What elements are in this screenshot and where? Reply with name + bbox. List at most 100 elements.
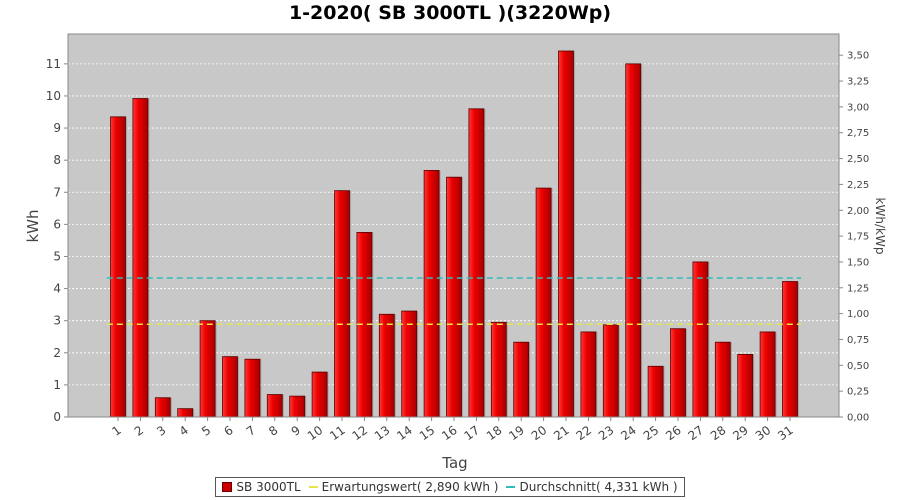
y2-tick-label: 0,25 xyxy=(847,387,869,398)
legend-label-expectation: Erwartungswert( 2,890 kWh ) xyxy=(321,480,499,494)
x-tick-label: 22 xyxy=(574,423,595,443)
x-tick-label: 6 xyxy=(221,423,235,439)
bar xyxy=(244,358,261,418)
y2-tick-label: 1,75 xyxy=(847,232,869,243)
y2-tick-label: 2,00 xyxy=(847,206,869,217)
y2-tick-label: 1,50 xyxy=(847,257,869,268)
y-tick-label: 5 xyxy=(53,249,61,263)
bar xyxy=(490,321,507,418)
x-tick-label: 8 xyxy=(266,423,280,439)
bar xyxy=(289,395,306,418)
x-tick-label: 13 xyxy=(372,423,393,443)
x-tick-label: 30 xyxy=(753,423,774,443)
x-tick-label: 19 xyxy=(506,423,527,443)
bar xyxy=(759,331,776,418)
legend-label-production: SB 3000TL xyxy=(236,480,301,494)
bar xyxy=(311,371,328,418)
bar xyxy=(446,176,462,418)
y2-tick-label: 3,25 xyxy=(847,77,869,88)
y2-tick-label: 2,50 xyxy=(847,154,869,165)
x-tick-label: 29 xyxy=(730,423,751,443)
y2-tick-label: 3,50 xyxy=(847,51,869,62)
y2-tick-label: 0,00 xyxy=(847,413,869,424)
x-tick-label: 7 xyxy=(244,423,258,439)
y-tick-label: 0 xyxy=(53,410,61,424)
y2-tick-label: 0,50 xyxy=(847,361,869,372)
bar xyxy=(737,353,754,418)
bar xyxy=(177,408,194,418)
bar xyxy=(714,341,731,418)
x-tick-label: 27 xyxy=(686,423,707,443)
bar xyxy=(378,313,395,418)
y-tick-label: 6 xyxy=(53,217,61,231)
axes: 012345678910110,000,250,500,751,001,251,… xyxy=(46,34,869,443)
y-tick-label: 3 xyxy=(53,314,61,328)
x-tick-label: 20 xyxy=(529,423,550,443)
legend-swatch-expectation xyxy=(308,486,318,488)
x-tick-label: 9 xyxy=(289,423,303,439)
x-tick-label: 14 xyxy=(394,423,415,443)
reference-lines xyxy=(106,277,802,325)
x-tick-label: 10 xyxy=(305,423,326,443)
bar xyxy=(423,170,440,418)
legend-item-production: SB 3000TL xyxy=(222,480,301,494)
legend: SB 3000TL Erwartungswert( 2,890 kWh ) Du… xyxy=(215,477,685,497)
y2-tick-label: 2,25 xyxy=(847,180,869,191)
y-tick-label: 2 xyxy=(53,346,61,360)
x-tick-label: 26 xyxy=(663,423,684,443)
bar xyxy=(580,331,597,418)
x-tick-label: 23 xyxy=(596,423,617,443)
bar-series xyxy=(110,50,799,418)
x-tick-label: 11 xyxy=(327,423,348,443)
bar xyxy=(558,50,574,418)
x-tick-label: 4 xyxy=(177,423,191,439)
x-tick-label: 1 xyxy=(109,423,123,439)
x-tick-label: 15 xyxy=(417,423,438,443)
bar xyxy=(266,394,283,418)
x-tick-label: 21 xyxy=(551,423,572,443)
y-axis-label: kWh xyxy=(24,209,42,242)
y-tick-label: 11 xyxy=(46,57,61,71)
legend-label-average: Durchschnitt( 4,331 kWh ) xyxy=(519,480,678,494)
bar xyxy=(334,190,350,418)
bar xyxy=(625,63,642,418)
bar xyxy=(670,328,686,418)
x-tick-label: 16 xyxy=(439,423,460,443)
y-tick-label: 10 xyxy=(46,89,61,103)
y2-tick-label: 0,75 xyxy=(847,335,869,346)
y2-tick-label: 2,75 xyxy=(847,128,869,139)
x-tick-label: 2 xyxy=(132,423,146,439)
y2-tick-label: 1,00 xyxy=(847,309,869,320)
bar xyxy=(199,320,216,418)
bar xyxy=(513,341,530,418)
legend-swatch-production xyxy=(222,482,233,492)
legend-item-average: Durchschnitt( 4,331 kWh ) xyxy=(506,480,678,494)
x-tick-label: 28 xyxy=(708,423,729,443)
x-axis-label: Tag xyxy=(441,454,467,472)
bar xyxy=(154,397,171,418)
chart-title: 1-2020( SB 3000TL )(3220Wp) xyxy=(288,2,612,24)
bar xyxy=(468,108,485,418)
y-tick-label: 4 xyxy=(53,282,61,296)
x-tick-label: 17 xyxy=(462,423,483,443)
bar xyxy=(647,365,664,418)
y-tick-label: 9 xyxy=(53,121,61,135)
y-tick-label: 7 xyxy=(53,185,61,199)
bar xyxy=(222,356,238,418)
x-tick-label: 18 xyxy=(484,423,505,443)
bar xyxy=(782,281,798,418)
legend-swatch-average xyxy=(506,486,516,488)
x-tick-label: 25 xyxy=(641,423,662,443)
y-tick-label: 8 xyxy=(53,153,61,167)
x-tick-label: 12 xyxy=(350,423,371,443)
x-tick-label: 3 xyxy=(154,423,168,439)
bar xyxy=(401,310,418,418)
y2-tick-label: 1,25 xyxy=(847,283,869,294)
x-tick-label: 31 xyxy=(775,423,796,443)
y2-tick-label: 3,00 xyxy=(847,102,869,113)
x-tick-label: 5 xyxy=(199,423,213,439)
x-tick-label: 24 xyxy=(618,423,639,443)
legend-item-expectation: Erwartungswert( 2,890 kWh ) xyxy=(308,480,499,494)
y-tick-label: 1 xyxy=(53,378,61,392)
